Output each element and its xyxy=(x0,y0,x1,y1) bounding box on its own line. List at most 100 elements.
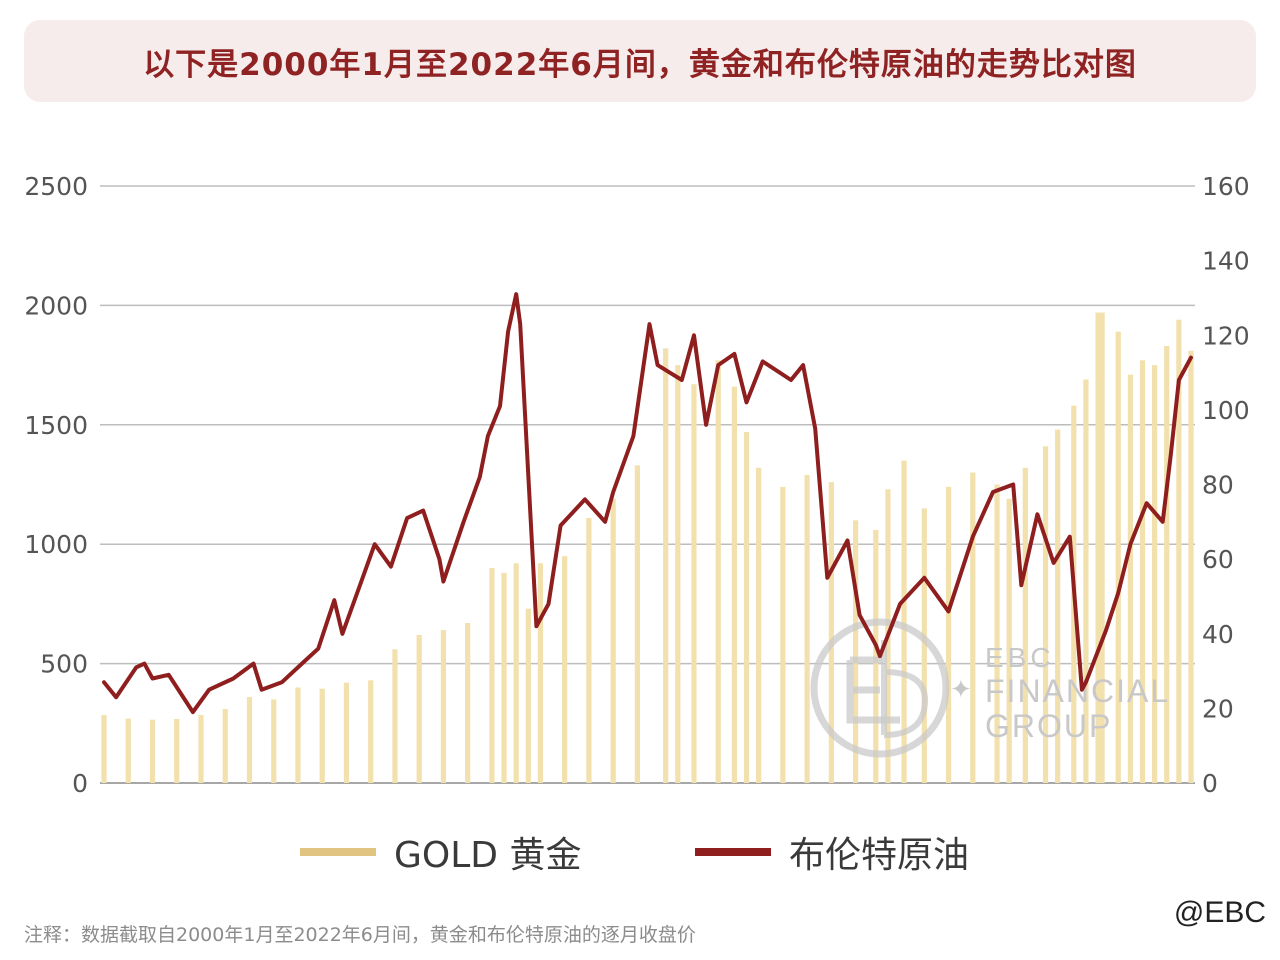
oil-point-2014-06 xyxy=(801,363,805,367)
gold-bar-2022-03 xyxy=(1176,319,1182,783)
gridlines xyxy=(100,185,1195,784)
chart-title: 以下是2000年1月至2022年6月间，黄金和布伦特原油的走势比对图 xyxy=(143,46,1137,83)
gold-bar-2003-01 xyxy=(246,697,253,783)
gold-bar-2019-01 xyxy=(1022,467,1028,783)
oil-point-2006-08 xyxy=(421,509,425,513)
oil-point-2017-06 xyxy=(946,609,951,613)
oil-line-layer xyxy=(102,292,1193,715)
gold-bar-2000-07 xyxy=(125,718,131,783)
oil-point-2016-12 xyxy=(922,576,926,580)
gold-bar-2012-03 xyxy=(691,384,697,783)
oil-point-2019-12 xyxy=(1068,535,1072,539)
watermark-b xyxy=(881,640,929,738)
gold-bar-2000-01 xyxy=(101,714,107,783)
oil-point-2013-01 xyxy=(732,352,736,356)
gold-bar-2016-12 xyxy=(921,508,927,783)
oil-point-2007-06 xyxy=(462,520,466,524)
oil-point-2019-04 xyxy=(1035,512,1040,516)
oil-point-2014-09 xyxy=(813,426,817,431)
gold-bar-2010-01 xyxy=(586,517,592,783)
gold-bar-2019-06 xyxy=(1042,446,1049,783)
gold-bar-2013-07 xyxy=(756,467,762,783)
gold-bar-2009-07 xyxy=(562,556,568,783)
footnote: 注释：数据截取自2000年1月至2022年6月间，黄金和布伦特原油的逐月收盘价 xyxy=(24,924,696,946)
oil-point-2021-03 xyxy=(1128,542,1132,546)
oil-point-2012-09 xyxy=(716,363,720,367)
right-tick-0: 0 xyxy=(1202,769,1218,798)
oil-point-2009-06 xyxy=(559,523,563,528)
oil-point-2000-04 xyxy=(114,695,118,699)
watermark-ring xyxy=(810,618,950,758)
gold-bar-2005-07 xyxy=(368,680,374,783)
oil-point-2002-03 xyxy=(207,688,211,692)
watermark-line1: EBC xyxy=(985,642,1055,673)
oil-point-2009-03 xyxy=(546,602,551,606)
oil-point-2003-09 xyxy=(280,680,284,684)
gold-bar-2002-07 xyxy=(222,708,228,783)
right-tick-160: 160 xyxy=(1202,172,1250,201)
legend-oil-label: 布伦特原油 xyxy=(789,835,970,876)
gold-bar-2021-06 xyxy=(1139,360,1146,783)
oil-point-2008-05 xyxy=(506,329,510,334)
legend-oil-swatch xyxy=(695,848,771,856)
oil-point-2008-07 xyxy=(514,292,518,296)
oil-point-2008-08 xyxy=(518,322,522,326)
gold-bar-2020-08 xyxy=(1099,312,1105,783)
gold-bar-2022-06 xyxy=(1188,350,1194,783)
oil-point-2000-09 xyxy=(134,665,138,669)
oil-point-2000-11 xyxy=(142,662,147,666)
watermark-star: ✦ xyxy=(950,674,972,704)
oil-point-2013-04 xyxy=(744,400,749,405)
oil-point-2015-05 xyxy=(845,538,850,543)
gold-bar-2003-07 xyxy=(271,699,277,783)
right-tick-40: 40 xyxy=(1202,620,1234,649)
gold-bar-2017-12 xyxy=(970,472,976,783)
oil-point-2007-01 xyxy=(441,579,446,584)
oil-point-2003-04 xyxy=(259,688,264,692)
oil-point-2005-08 xyxy=(373,542,377,546)
left-tick-2500: 2500 xyxy=(24,172,88,201)
right-tick-140: 140 xyxy=(1202,247,1250,276)
oil-point-2011-12 xyxy=(680,378,684,382)
gold-bar-2004-07 xyxy=(319,688,325,783)
gold-bar-2008-01 xyxy=(489,568,495,783)
oil-point-2022-01 xyxy=(1169,453,1173,457)
ebc-watermark: ✦ EBC FINANCIAL GROUP xyxy=(810,618,1170,758)
gold-bar-2019-09 xyxy=(1055,429,1061,783)
oil-point-2006-04 xyxy=(405,516,409,520)
oil-point-2001-05 xyxy=(167,673,171,677)
gold-bar-2020-07 xyxy=(1095,312,1101,783)
gold-bar-2011-11 xyxy=(675,365,681,783)
right-tick-60: 60 xyxy=(1202,545,1234,574)
right-tick-20: 20 xyxy=(1202,694,1234,723)
oil-point-2008-12 xyxy=(534,624,538,628)
oil-point-2010-05 xyxy=(603,520,607,524)
gold-bar-2008-04 xyxy=(501,572,507,783)
oil-point-2011-09 xyxy=(668,370,672,375)
gold-bar-2008-10 xyxy=(525,608,531,783)
oil-point-2017-12 xyxy=(971,535,975,539)
oil-point-2013-08 xyxy=(761,359,765,363)
oil-point-2016-06 xyxy=(898,602,902,606)
oil-point-2020-09 xyxy=(1104,628,1108,632)
left-tick-500: 500 xyxy=(40,650,88,679)
oil-point-2014-12 xyxy=(825,576,829,580)
oil-point-2011-04 xyxy=(647,322,652,326)
gold-bar-2001-01 xyxy=(149,719,156,783)
oil-point-2001-11 xyxy=(191,710,195,714)
gold-bar-2007-07 xyxy=(465,623,471,783)
gold-bar-2013-01 xyxy=(731,386,737,783)
gold-bar-2002-01 xyxy=(198,714,204,783)
legend-gold-label: GOLD 黄金 xyxy=(394,835,582,876)
oil-point-2002-09 xyxy=(231,676,235,681)
watermark-line2: FINANCIAL xyxy=(985,673,1170,709)
left-tick-1000: 1000 xyxy=(24,530,88,559)
oil-point-2004-10 xyxy=(332,598,336,602)
gold-bar-2020-04 xyxy=(1083,379,1089,783)
oil-point-2004-03 xyxy=(304,658,308,662)
gold-bar-2021-03 xyxy=(1127,374,1133,783)
legend-gold: GOLD 黄金 xyxy=(300,826,581,878)
brand-tag: @EBC xyxy=(1173,896,1266,929)
oil-point-2007-12 xyxy=(486,434,490,438)
